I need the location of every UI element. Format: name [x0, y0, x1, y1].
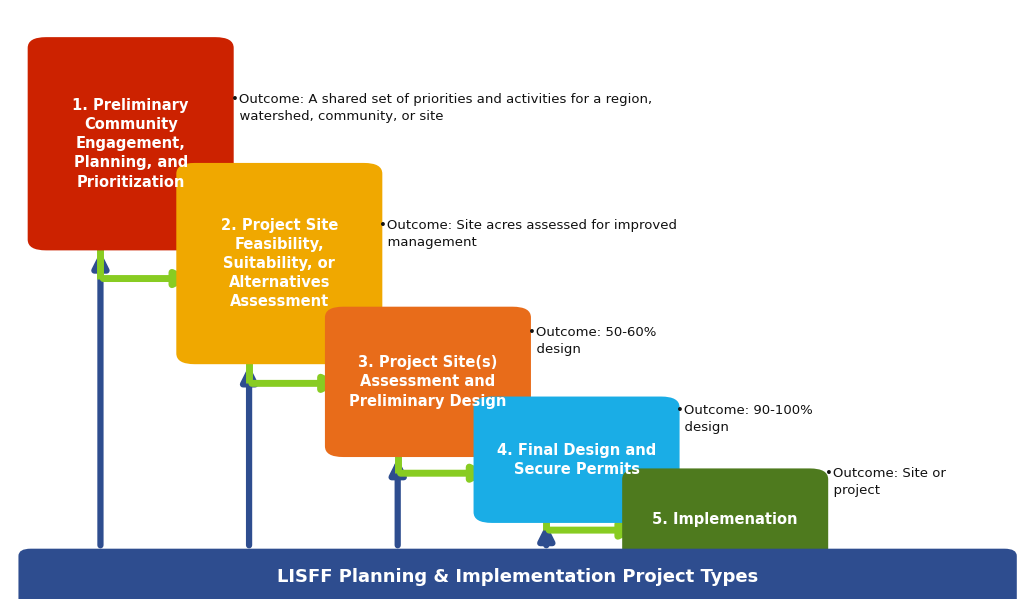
Text: •Outcome: Site or
  project: •Outcome: Site or project — [825, 467, 946, 497]
Text: •Outcome: Site acres assessed for improved
  management: •Outcome: Site acres assessed for improv… — [379, 219, 678, 249]
Text: 5. Implemenation: 5. Implemenation — [653, 512, 797, 527]
FancyBboxPatch shape — [325, 307, 531, 457]
Text: 3. Project Site(s)
Assessment and
Preliminary Design: 3. Project Site(s) Assessment and Prelim… — [350, 355, 506, 409]
Text: •Outcome: 50-60%
  design: •Outcome: 50-60% design — [528, 326, 656, 356]
Text: •Outcome: A shared set of priorities and activities for a region,
  watershed, c: •Outcome: A shared set of priorities and… — [231, 93, 652, 123]
FancyBboxPatch shape — [176, 163, 382, 364]
Text: 2. Project Site
Feasibility,
Suitability, or
Alternatives
Assessment: 2. Project Site Feasibility, Suitability… — [220, 217, 338, 310]
FancyBboxPatch shape — [622, 468, 828, 571]
FancyBboxPatch shape — [474, 397, 680, 523]
Text: 1. Preliminary
Community
Engagement,
Planning, and
Prioritization: 1. Preliminary Community Engagement, Pla… — [73, 98, 189, 190]
Text: 4. Final Design and
Secure Permits: 4. Final Design and Secure Permits — [497, 443, 656, 477]
FancyBboxPatch shape — [18, 549, 1017, 599]
Text: •Outcome: 90-100%
  design: •Outcome: 90-100% design — [676, 404, 813, 434]
FancyBboxPatch shape — [28, 37, 234, 250]
Text: LISFF Planning & Implementation Project Types: LISFF Planning & Implementation Project … — [277, 568, 758, 586]
